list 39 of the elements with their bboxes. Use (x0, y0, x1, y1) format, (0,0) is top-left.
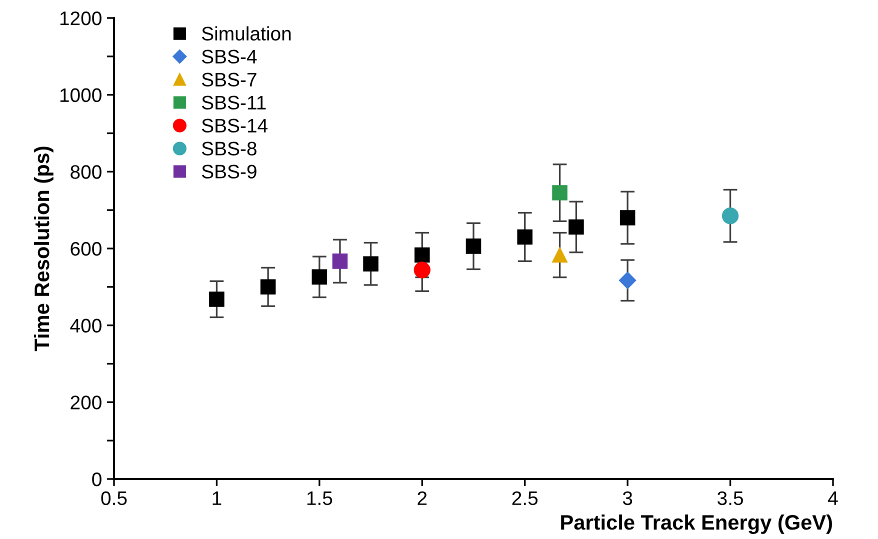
x-tick-label: 2.5 (512, 491, 538, 506)
x-tick-label: 1 (212, 492, 222, 505)
point (552, 185, 568, 200)
point (620, 210, 636, 226)
point (332, 254, 348, 269)
point (209, 292, 224, 307)
x-tick-label: 0.5 (101, 491, 127, 506)
x-axis-title: Particle Track Energy (GeV) (561, 514, 832, 534)
y-axis-title: Time Resolution (ps) (34, 146, 54, 352)
x-tick-label: 2 (418, 491, 427, 505)
y-tick-label: 1200 (60, 11, 102, 26)
legend-label: SBS-4 (202, 50, 257, 64)
y-tick-label: 800 (70, 165, 102, 179)
legend-label: SBS-7 (202, 72, 256, 87)
legend-label: SBS-11 (202, 96, 266, 110)
legend-label: SBS-8 (202, 142, 256, 156)
x-tick-label: 1.5 (307, 492, 332, 506)
point (619, 272, 636, 289)
y-tick-label: 400 (70, 318, 102, 333)
point (363, 256, 378, 272)
legend-label: SBS-9 (202, 164, 256, 178)
y-tick-label: 1000 (60, 88, 102, 102)
x-tick-label: 3 (622, 491, 632, 506)
point (466, 238, 482, 254)
x-tick-label: 3.5 (718, 491, 743, 506)
legend-label: Simulation (202, 26, 291, 41)
point (414, 247, 430, 263)
y-tick-label: 200 (70, 396, 102, 410)
point (552, 247, 568, 263)
point (414, 262, 430, 278)
x-tick-label: 4 (828, 492, 838, 505)
point (260, 279, 276, 295)
point (312, 269, 328, 285)
y-tick-label: 600 (70, 242, 102, 256)
point (722, 208, 739, 224)
y-tick-label: 0 (92, 472, 102, 486)
point (568, 219, 584, 235)
legend-label: SBS-14 (202, 118, 268, 133)
point (517, 229, 532, 245)
